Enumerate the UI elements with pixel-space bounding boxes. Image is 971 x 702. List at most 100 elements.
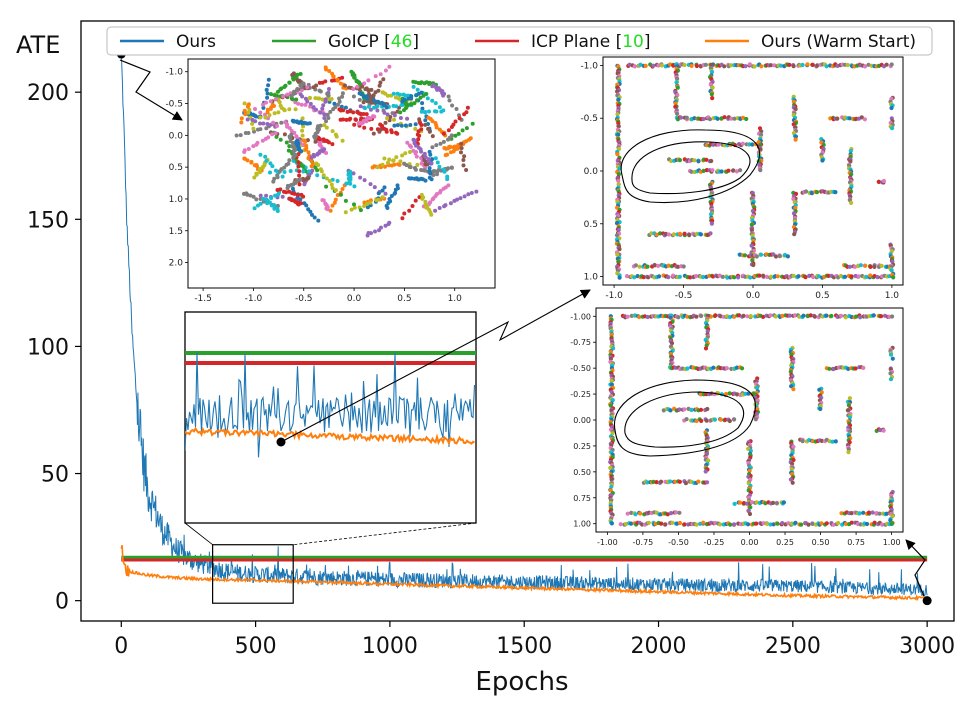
cloud-point: [292, 145, 297, 149]
cloud-point: [398, 110, 403, 115]
map-point: [796, 274, 801, 279]
map-point: [846, 366, 851, 371]
cloud-point: [369, 126, 374, 131]
series-warm-start-line: [120, 545, 928, 602]
cloud-point: [300, 128, 305, 133]
map-point: [875, 275, 880, 280]
inset-initial-cloud: -1.5 -1.0 -0.5 0.0 0.5 1.0 -1.0 -0.5 0.0 0.5 1.0 1.…: [165, 58, 496, 304]
map-point: [830, 439, 835, 444]
cloud-point: [261, 121, 266, 126]
map-point: [736, 275, 741, 280]
cloud-point: [417, 133, 422, 138]
cloud-point: [269, 92, 273, 97]
cloud-point: [273, 131, 278, 136]
cloud-point: [389, 194, 394, 198]
map-point: [709, 62, 714, 67]
map-point: [824, 521, 829, 526]
map-point: [839, 313, 844, 318]
map-point: [754, 254, 759, 259]
cloud-point: [258, 152, 263, 157]
map-point: [845, 408, 851, 413]
legend-label: ICP Plane [10]: [531, 32, 650, 52]
highlight-loop-final: [613, 379, 756, 457]
cloud-point: [298, 197, 303, 202]
map-point: [708, 212, 714, 217]
map-point: [866, 62, 871, 67]
cloud-point: [320, 97, 325, 102]
map-point: [769, 274, 774, 279]
end-marker: [922, 596, 932, 606]
map-point: [633, 512, 638, 517]
zoom-region-box: [212, 544, 294, 604]
inset-y-tick-label: 2.0: [169, 259, 184, 269]
map-point: [641, 275, 646, 280]
map-point: [744, 116, 749, 122]
map-point: [858, 315, 863, 320]
map-point: [658, 231, 663, 236]
inset-y-tick-label: -0.25: [570, 390, 591, 399]
cloud-point: [293, 107, 298, 112]
map-point: [803, 275, 808, 280]
cloud-point: [380, 195, 385, 200]
cloud-point: [340, 138, 345, 143]
inset-y-tick-label: -1.0: [165, 68, 183, 78]
map-point: [889, 268, 894, 273]
cloud-point: [303, 102, 308, 107]
map-point: [757, 273, 762, 278]
cloud-point: [253, 113, 258, 118]
cloud-point: [449, 125, 454, 129]
cloud-point: [389, 163, 394, 168]
cloud-point: [423, 199, 428, 204]
map-point: [694, 314, 699, 319]
map-point: [748, 505, 753, 510]
map-point: [671, 273, 676, 278]
cloud-point: [288, 169, 293, 173]
cloud-point: [411, 84, 416, 89]
cloud-point: [433, 101, 438, 106]
map-point: [654, 232, 660, 237]
cloud-point: [301, 169, 306, 174]
inset-y-tick-label: -1.0: [580, 61, 598, 71]
map-point: [671, 232, 677, 237]
cloud-point: [242, 101, 247, 106]
map-point: [699, 313, 704, 319]
map-point: [847, 415, 853, 420]
cloud-point: [265, 122, 270, 126]
cloud-point: [248, 193, 253, 198]
cloud-point: [309, 164, 314, 169]
map-point: [677, 158, 683, 163]
map-point: [835, 116, 840, 121]
cloud-point: [371, 131, 376, 136]
inset-x-tick-label: 0.5: [815, 291, 829, 301]
inset-y-tick-label: -0.5: [580, 114, 598, 124]
map-point: [748, 275, 753, 280]
cloud-point: [458, 196, 463, 201]
cloud-point: [268, 99, 273, 104]
map-point: [740, 366, 745, 371]
cloud-point: [343, 83, 347, 88]
cloud-point: [326, 140, 331, 145]
map-point: [881, 178, 887, 184]
cloud-point: [443, 153, 448, 158]
cloud-point: [464, 168, 469, 172]
map-point: [847, 116, 852, 121]
cloud-point: [338, 192, 343, 197]
map-point: [701, 520, 706, 525]
map-point: [616, 132, 621, 137]
map-point: [659, 63, 664, 68]
map-point: [694, 418, 699, 424]
map-point: [758, 168, 763, 173]
cloud-point: [423, 155, 428, 160]
cloud-point: [343, 210, 348, 215]
map-point: [811, 274, 816, 280]
map-point: [818, 406, 823, 412]
cloud-point: [280, 174, 285, 179]
cloud-point: [266, 83, 271, 88]
cloud-point: [338, 117, 343, 122]
cloud-point: [419, 123, 424, 127]
map-point: [761, 314, 766, 319]
cloud-point: [265, 95, 270, 100]
map-point: [669, 510, 674, 516]
map-point: [870, 510, 875, 515]
map-point: [752, 64, 757, 69]
